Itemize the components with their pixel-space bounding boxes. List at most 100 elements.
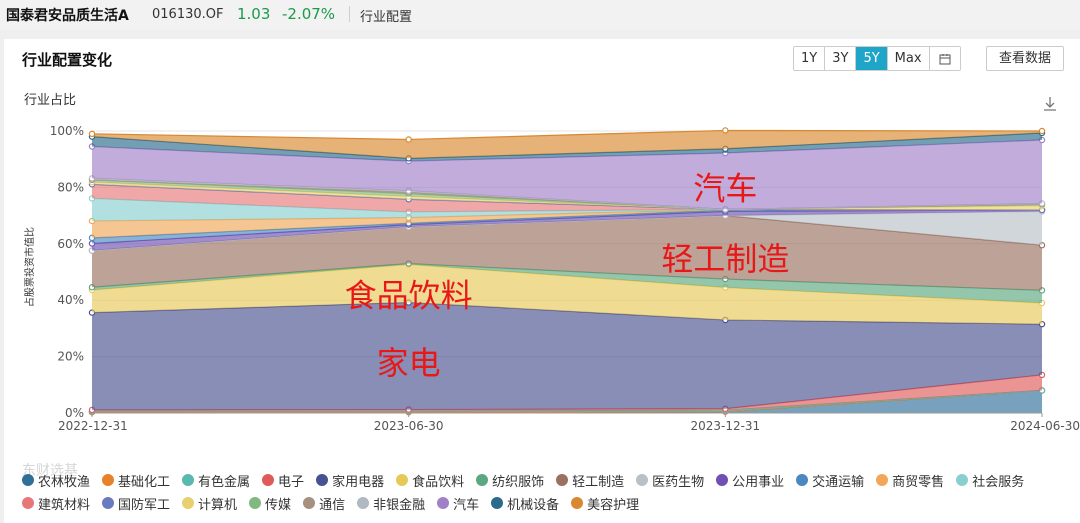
y-tick-label: 0% xyxy=(65,406,84,420)
legend-label: 农林牧渔 xyxy=(38,474,91,490)
legend-item-商贸零售[interactable]: 商贸零售 xyxy=(876,471,944,490)
legend-swatch xyxy=(182,474,195,486)
legend-item-轻工制造[interactable]: 轻工制造 xyxy=(556,471,625,490)
point-美容护理[interactable] xyxy=(88,130,96,138)
legend-item-基础化工[interactable]: 基础化工 xyxy=(102,471,171,490)
legend-item-计算机[interactable]: 计算机 xyxy=(182,494,238,513)
legend-label: 食品饮料 xyxy=(412,474,465,490)
legend-swatch xyxy=(476,474,489,486)
legend-item-通信[interactable]: 通信 xyxy=(303,494,346,513)
legend-swatch xyxy=(303,497,316,509)
legend-item-电子[interactable]: 电子 xyxy=(262,471,304,490)
area-社会服务 xyxy=(92,198,1042,221)
range-3y-button[interactable]: 3Y xyxy=(825,47,857,70)
legend-label: 计算机 xyxy=(198,497,238,513)
y-tick-label: 80% xyxy=(57,180,84,194)
legend-item-社会服务[interactable]: 社会服务 xyxy=(956,471,1025,490)
legend-swatch xyxy=(571,497,584,509)
legend-label: 轻工制造 xyxy=(572,474,625,490)
y-axis-label: 占股票投资市值比 xyxy=(23,227,36,307)
legend-item-纺织服饰[interactable]: 纺织服饰 xyxy=(476,471,545,490)
point-美容护理[interactable] xyxy=(722,127,729,134)
legend-swatch xyxy=(956,474,969,486)
annotation-食品饮料: 食品饮料 xyxy=(345,277,473,315)
legend-swatch xyxy=(182,497,195,509)
area-农林牧渔 xyxy=(92,390,1042,413)
legend-swatch xyxy=(357,497,370,509)
legend-swatch xyxy=(796,474,809,486)
legend-item-传媒[interactable]: 传媒 xyxy=(249,494,291,513)
download-icon[interactable] xyxy=(1044,97,1056,111)
legend-swatch xyxy=(437,497,450,509)
area-食品饮料 xyxy=(92,264,1042,325)
view-data-button[interactable]: 查看数据 xyxy=(986,46,1065,71)
legend: 农林牧渔 基础化工 有色金属 电子 家用电器 食品饮料 纺织服饰 轻工制造 医药生物 公用事业 交通… xyxy=(22,471,1080,513)
legend-label: 建筑材料 xyxy=(38,497,91,513)
annotation-汽车: 汽车 xyxy=(693,169,757,207)
legend-item-汽车[interactable]: 汽车 xyxy=(437,494,479,513)
point-美容护理[interactable] xyxy=(1038,127,1046,135)
fund-name: 国泰君安品质生活A xyxy=(6,8,129,24)
range-max-button[interactable]: Max xyxy=(887,47,930,70)
legend-item-食品饮料[interactable]: 食品饮料 xyxy=(396,471,465,490)
y-tick-label: 60% xyxy=(57,237,84,251)
y-tick-label: 100% xyxy=(50,124,84,138)
line-美容护理 xyxy=(91,129,1043,141)
legend-swatch xyxy=(876,474,889,486)
industry-allocation-panel: 行业配置变化 1Y 3Y 5Y Max 查看数据 行业占比 占股票投资市值比 0… xyxy=(4,39,1080,523)
legend-label: 非银金融 xyxy=(373,497,426,513)
legend-swatch xyxy=(636,474,649,486)
y-tick-label: 40% xyxy=(57,293,84,307)
legend-swatch xyxy=(491,497,504,509)
legend-label: 社会服务 xyxy=(972,474,1025,490)
legend-item-农林牧渔[interactable]: 农林牧渔 xyxy=(22,471,91,490)
legend-item-家用电器[interactable]: 家用电器 xyxy=(316,471,385,490)
legend-swatch xyxy=(249,497,262,509)
calendar-icon xyxy=(939,53,951,64)
area-家用电器 xyxy=(92,302,1042,410)
fund-code: 016130.OF xyxy=(152,7,224,22)
legend-label: 有色金属 xyxy=(198,474,251,490)
legend-label: 医药生物 xyxy=(652,474,705,490)
area-汽车 xyxy=(92,140,1042,210)
legend-label: 通信 xyxy=(319,497,346,513)
legend-item-建筑材料[interactable]: 建筑材料 xyxy=(22,494,91,513)
header-divider xyxy=(349,6,350,22)
legend-label: 纺织服饰 xyxy=(492,474,545,490)
fund-change-pct: -2.07% xyxy=(282,5,336,23)
legend-label: 基础化工 xyxy=(118,474,171,490)
legend-item-公用事业[interactable]: 公用事业 xyxy=(716,471,785,490)
calendar-button[interactable] xyxy=(929,47,960,70)
legend-label: 公用事业 xyxy=(732,474,785,490)
y-tick-label: 20% xyxy=(57,350,84,364)
area-机械设备 xyxy=(92,132,1042,162)
annotation-轻工制造: 轻工制造 xyxy=(661,240,789,278)
fund-nav: 1.03 xyxy=(237,5,271,23)
legend-label: 家用电器 xyxy=(332,474,385,490)
point-美容护理[interactable] xyxy=(405,136,412,143)
area-美容护理 xyxy=(92,130,1042,159)
legend-item-医药生物[interactable]: 医药生物 xyxy=(636,471,705,490)
legend-swatch xyxy=(316,474,329,486)
legend-item-美容护理[interactable]: 美容护理 xyxy=(571,494,640,513)
range-1y-button[interactable]: 1Y xyxy=(794,47,826,70)
legend-label: 国防军工 xyxy=(118,497,171,513)
legend-item-国防军工[interactable]: 国防军工 xyxy=(102,494,171,513)
legend-label: 美容护理 xyxy=(587,497,640,513)
chart-title: 行业占比 xyxy=(24,93,76,108)
fund-header: 国泰君安品质生活A 016130.OF 1.03 -2.07% 行业配置 xyxy=(0,0,1080,30)
legend-item-交通运输[interactable]: 交通运输 xyxy=(796,471,864,490)
legend-item-非银金融[interactable]: 非银金融 xyxy=(357,494,426,513)
legend-swatch xyxy=(22,497,34,509)
annotation-家电: 家电 xyxy=(377,344,441,382)
legend-label: 机械设备 xyxy=(507,497,560,513)
legend-item-有色金属[interactable]: 有色金属 xyxy=(182,471,251,490)
area-建筑材料 xyxy=(92,184,1042,212)
x-tick-label: 2023-06-30 xyxy=(374,419,444,433)
breadcrumb[interactable]: 行业配置 xyxy=(360,10,413,25)
legend-item-机械设备[interactable]: 机械设备 xyxy=(491,494,560,513)
area-商贸零售 xyxy=(92,209,1042,238)
range-5y-button[interactable]: 5Y xyxy=(856,47,888,70)
legend-swatch xyxy=(556,474,569,486)
